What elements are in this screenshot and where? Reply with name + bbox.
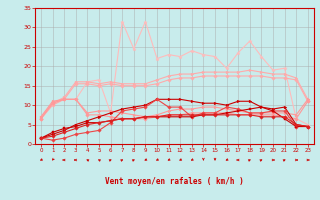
Text: Vent moyen/en rafales ( km/h ): Vent moyen/en rafales ( km/h ) (105, 178, 244, 186)
